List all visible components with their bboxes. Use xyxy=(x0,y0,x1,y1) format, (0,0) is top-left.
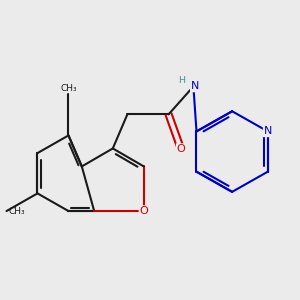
Text: O: O xyxy=(140,206,148,216)
Text: N: N xyxy=(264,126,272,136)
Text: H: H xyxy=(178,76,185,85)
Text: O: O xyxy=(177,144,185,154)
Text: CH₃: CH₃ xyxy=(60,84,77,93)
Text: CH₃: CH₃ xyxy=(8,207,25,216)
Text: N: N xyxy=(191,82,199,92)
